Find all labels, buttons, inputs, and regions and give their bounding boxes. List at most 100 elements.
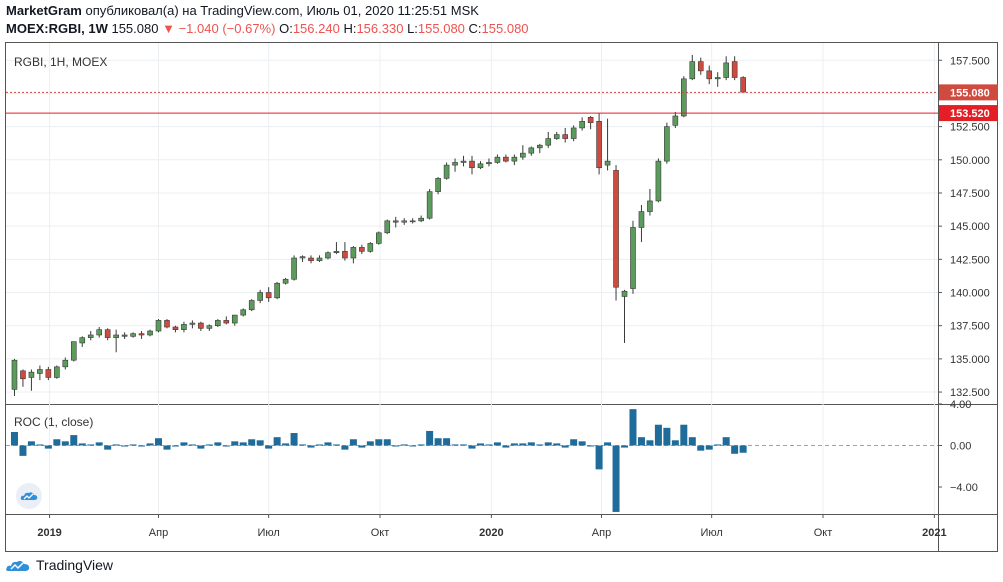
roc-bar [527,442,535,446]
price-tick-label: 150.000 [950,155,990,167]
roc-bar [214,442,222,446]
candle [596,121,602,169]
candle [638,211,645,228]
candle [681,78,687,117]
close-value: 155.080 [481,21,529,36]
candle [452,162,458,166]
price-tick-label: 157.500 [950,55,990,67]
candle [274,282,280,299]
candle [87,334,94,338]
date-tick-label: 2019 [37,527,61,539]
roc-bar [121,445,129,447]
chart-frame [5,42,998,552]
candle [714,77,721,80]
roc-bar [171,445,179,447]
footer-brand[interactable]: TradingView [36,557,114,573]
symbol-info: MOEX:RGBI, 1W 155.080 ▼ −1.040 (−0.67%) … [6,21,529,36]
candle [130,333,136,337]
roc-bar [688,437,696,446]
candle [647,200,653,212]
candle [37,369,43,374]
candle [113,334,119,338]
author-name[interactable]: MarketGram [6,3,82,18]
symbol-name: MOEX:RGBI, 1W [6,21,108,36]
date-tick-label: Апр [149,527,168,539]
roc-bar [612,445,620,512]
candle [545,138,552,146]
candle [630,227,636,289]
candle [155,320,162,332]
roc-bar [383,439,391,446]
high-value: 156.330 [356,21,404,36]
price-tick-label: 152.500 [950,122,990,134]
roc-bar [409,445,417,447]
roc-bar [299,444,307,446]
roc-bar [104,445,112,450]
candle [172,326,179,330]
roc-bar [27,441,35,446]
date-tick-label: 2020 [479,527,503,539]
candle [723,62,729,78]
roc-bar [621,445,629,448]
roc-bar [629,409,637,446]
candle [655,160,662,202]
candle [164,320,170,328]
roc-bar [544,442,552,446]
roc-bar [731,445,739,454]
candle [375,232,382,244]
price-tick-label: 140.000 [950,288,990,300]
price-level-badge [939,84,998,101]
roc-bar [307,445,315,448]
close-label: C: [468,21,482,36]
candle [409,220,416,223]
roc-bar [536,444,544,446]
roc-bar [129,444,137,446]
roc-bar [637,437,645,446]
candle [426,191,433,219]
roc-bar [680,424,688,446]
candle [308,257,314,261]
candle [587,117,594,123]
roc-bar [112,444,120,446]
candle [570,127,577,139]
price-tick-label: 135.000 [950,354,990,366]
price-level-badge [939,105,998,122]
candle [697,61,704,72]
roc-bar [95,442,103,446]
roc-pane-title: ROC (1, close) [14,415,93,429]
roc-bar [646,440,654,446]
tradingview-cloud-icon[interactable] [16,483,42,509]
candle [494,156,501,163]
candle [231,314,238,324]
candle [477,163,484,169]
roc-bar [36,444,44,446]
high-label: H: [343,21,357,36]
candle [240,309,247,316]
price-tick-label: 142.500 [950,254,990,266]
roc-bar [697,445,705,451]
candle [350,247,357,259]
candle [54,366,60,378]
candle [706,70,713,80]
roc-bar [578,441,586,446]
price-tick-label: 137.500 [950,321,990,333]
tradingview-logo-icon [6,560,30,571]
roc-bar [561,445,569,448]
roc-bar [739,445,747,453]
candle [536,144,543,149]
candle [265,292,272,299]
candle [604,160,611,166]
open-label: O: [279,21,293,36]
candle [528,147,535,154]
roc-bar [273,437,281,446]
roc-bar [290,433,298,446]
candle [342,251,348,259]
open-value: 156.240 [292,21,340,36]
candle [520,152,526,158]
roc-bar [654,424,662,446]
price-tick-label: 147.500 [950,188,990,200]
roc-bar [44,445,52,449]
low-label: L: [407,21,418,36]
price-change: −1.040 (−0.67%) [178,21,276,36]
